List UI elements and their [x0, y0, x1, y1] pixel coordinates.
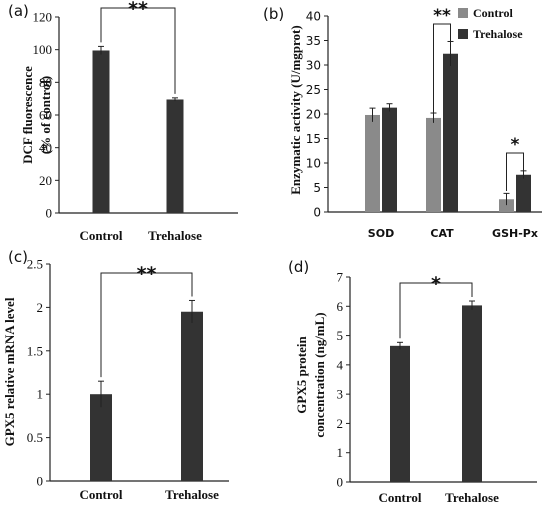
- bar-cat-control: [426, 117, 441, 212]
- significance-bracket: [100, 7, 176, 94]
- y-axis-label-line2: (% of control): [38, 76, 53, 154]
- bar-sod-trehalose: [382, 107, 397, 212]
- legend-swatch: [458, 29, 468, 39]
- bar-sod-control: [365, 114, 380, 212]
- y-tick-label: 10: [306, 157, 321, 171]
- chart-panel-a: (a) 0 20 40 60 80 100 120 DCF fluorescence (% of …: [8, 0, 238, 243]
- y-tick-label: 1: [37, 387, 44, 402]
- bar-control: [92, 50, 110, 213]
- y-tick-label: 6: [337, 299, 344, 314]
- bar-control: [90, 394, 112, 481]
- bar-gsh-px-trehalose: [516, 174, 531, 212]
- x-tick-label: Trehalose: [445, 490, 499, 505]
- x-tick-label: Control: [79, 487, 122, 502]
- legend-label: Control: [473, 6, 513, 20]
- x-tick-label: Control: [378, 490, 421, 505]
- bar-gsh-px-control: [499, 199, 514, 212]
- y-tick-label: 80: [39, 75, 52, 90]
- significance-marker: **: [433, 6, 451, 26]
- y-axis-label: Enzymatic activity (U/mgprot): [288, 25, 303, 194]
- y-tick-label: 20: [306, 108, 321, 122]
- x-tick-label: Trehalose: [165, 487, 219, 502]
- bar-trehalose: [166, 99, 184, 213]
- panel-label: (d): [288, 258, 309, 276]
- y-tick-label: 2: [37, 300, 44, 315]
- chart-panel-c: (c) 0 0.5 1 1.5 2 2.5 GPX5 relative mRNA level C…: [2, 248, 229, 502]
- y-tick-label: 25: [306, 83, 321, 97]
- y-tick-label: 35: [306, 34, 321, 48]
- y-tick-label: 1.5: [27, 343, 43, 358]
- y-axis-label-line2: concentration (ng/mL): [312, 312, 327, 437]
- significance-marker: **: [128, 0, 148, 20]
- bar-trehalose: [462, 305, 482, 482]
- legend-swatch: [458, 8, 468, 18]
- y-tick-label: 20: [39, 173, 52, 188]
- x-tick-label: Control: [79, 228, 122, 243]
- y-tick-label: 0.5: [27, 430, 43, 445]
- y-axis-label: GPX5 protein: [294, 336, 309, 414]
- significance-bracket: [506, 152, 524, 191]
- y-axis-label: GPX5 relative mRNA level: [2, 297, 17, 446]
- y-tick-label: 3: [337, 387, 344, 402]
- y-tick-label: 0: [46, 206, 53, 221]
- panel-label: (b): [263, 5, 284, 23]
- y-tick-label: 2: [337, 416, 344, 431]
- x-tick-label: SOD: [368, 227, 394, 240]
- y-tick-label: 5: [337, 328, 344, 343]
- y-tick-label: 0: [313, 206, 321, 220]
- x-tick-label: GSH-Px: [492, 227, 538, 240]
- y-tick-label: 120: [33, 10, 53, 25]
- panel-label: (a): [8, 2, 29, 20]
- y-tick-label: 5: [313, 181, 321, 195]
- significance-marker: **: [137, 263, 157, 285]
- y-tick-label: 1: [337, 445, 344, 460]
- y-tick-label: 30: [306, 59, 321, 73]
- significance-marker: *: [431, 273, 441, 295]
- y-axis-label: DCF fluorescence: [20, 66, 35, 164]
- y-tick-label: 100: [33, 42, 53, 57]
- y-tick-label: 0: [37, 474, 44, 489]
- y-tick-label: 60: [39, 108, 52, 123]
- y-tick-label: 4: [337, 357, 344, 372]
- panel-label: (c): [8, 248, 28, 266]
- y-tick-label: 40: [306, 10, 321, 24]
- bar-control: [390, 345, 410, 482]
- x-tick-label: Trehalose: [148, 228, 202, 243]
- y-tick-label: 0: [337, 475, 344, 490]
- significance-bracket: [100, 272, 193, 378]
- y-tick-label: 40: [39, 140, 52, 155]
- significance-marker: *: [511, 135, 520, 155]
- significance-bracket: [399, 282, 473, 339]
- chart-panel-d: (d) 0 1 2 3 4 5 6 7 GPX5 protein concentration (ng…: [288, 258, 537, 505]
- bar-trehalose: [181, 311, 203, 481]
- y-tick-label: 15: [306, 132, 321, 146]
- y-tick-label: 7: [337, 270, 344, 285]
- legend-label: Trehalose: [473, 27, 523, 41]
- significance-bracket: [433, 23, 451, 116]
- bar-cat-trehalose: [443, 53, 458, 213]
- y-tick-label: 2.5: [27, 257, 43, 272]
- x-tick-label: CAT: [430, 227, 454, 240]
